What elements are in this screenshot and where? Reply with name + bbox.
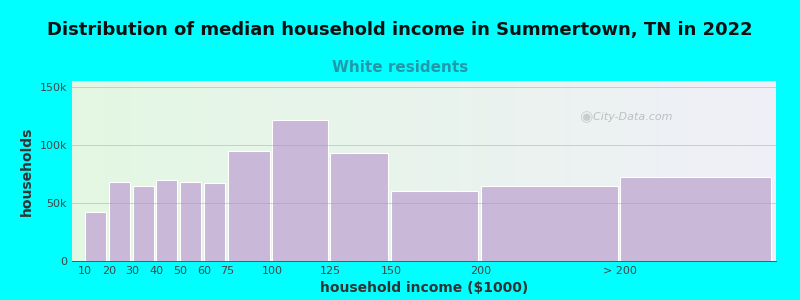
Text: ◉: ◉ (579, 110, 592, 124)
Bar (227, 151, 270, 261)
Text: White residents: White residents (332, 60, 468, 75)
Bar (156, 180, 178, 261)
Bar (133, 185, 154, 261)
X-axis label: household income ($1000): household income ($1000) (320, 281, 528, 296)
Bar (481, 185, 618, 261)
Bar (204, 183, 225, 261)
Bar (330, 153, 389, 261)
Text: City-Data.com: City-Data.com (586, 112, 673, 122)
Bar (109, 182, 130, 261)
Bar (85, 212, 106, 261)
Bar (180, 182, 201, 261)
Y-axis label: households: households (20, 126, 34, 216)
Text: Distribution of median household income in Summertown, TN in 2022: Distribution of median household income … (47, 21, 753, 39)
Bar (391, 191, 478, 261)
Bar (272, 121, 328, 261)
Bar (621, 177, 770, 261)
